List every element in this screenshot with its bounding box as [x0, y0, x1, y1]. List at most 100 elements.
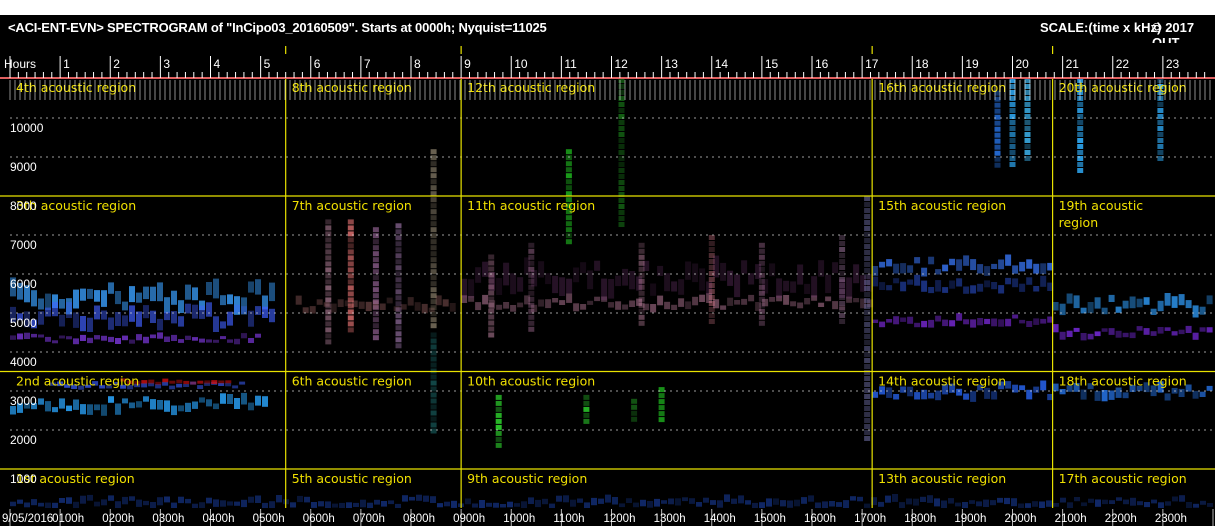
column-cell	[347, 237, 354, 243]
band-cell	[108, 396, 114, 403]
column-cell	[864, 214, 871, 219]
column-cell	[430, 191, 437, 197]
column-cell	[583, 394, 590, 400]
band-cell	[1129, 384, 1136, 392]
band-cell	[213, 403, 219, 410]
band-cell	[255, 306, 261, 315]
column-cell	[864, 274, 871, 279]
column-cell	[864, 376, 871, 381]
column-cell	[1157, 126, 1164, 131]
band-cell	[1206, 385, 1213, 391]
band-cell	[1164, 327, 1171, 331]
region-label: 19th acoustic region	[1059, 198, 1144, 230]
spectral-band	[872, 254, 1054, 277]
column-cell	[618, 222, 625, 227]
band-cell	[234, 296, 240, 315]
column-cell	[864, 334, 871, 339]
band-cell	[864, 503, 870, 508]
band-cell	[122, 496, 128, 505]
band-cell	[73, 289, 79, 309]
column-cell	[864, 352, 871, 357]
time-axis-background	[0, 508, 1215, 526]
region-label-line: 9th acoustic region	[467, 471, 587, 486]
band-cell	[906, 498, 912, 505]
event-column	[347, 219, 354, 333]
band-cell	[640, 499, 646, 507]
band-cell	[386, 297, 393, 304]
band-cell	[360, 499, 366, 508]
band-cell	[1047, 262, 1054, 271]
band-cell	[892, 494, 898, 502]
band-cell	[325, 501, 331, 510]
band-cell	[1040, 318, 1047, 324]
event-column	[994, 90, 1001, 168]
band-cell	[860, 275, 867, 292]
band-cell	[524, 295, 531, 305]
event-column	[618, 78, 625, 227]
band-cell	[1026, 259, 1033, 269]
band-cell	[633, 502, 639, 508]
band-cell	[1186, 502, 1192, 511]
band-cell	[867, 274, 874, 292]
band-cell	[1052, 383, 1059, 392]
column-cell	[430, 428, 437, 434]
hour-tick-label: 15	[765, 57, 779, 71]
band-cell	[1080, 333, 1087, 341]
band-cell	[970, 259, 977, 271]
column-cell	[395, 301, 402, 307]
band-cell	[1059, 303, 1066, 316]
band-cell	[921, 389, 928, 400]
column-cell	[395, 235, 402, 241]
band-cell	[769, 263, 776, 277]
event-column	[708, 235, 715, 324]
column-cell	[1009, 96, 1016, 101]
band-cell	[45, 293, 51, 310]
band-cell	[872, 319, 879, 323]
band-cell	[650, 304, 657, 313]
column-cell	[758, 266, 765, 272]
band-cell	[101, 404, 107, 416]
band-cell	[1199, 327, 1206, 332]
band-cell	[991, 391, 998, 400]
column-cell	[372, 311, 379, 317]
band-cell	[192, 337, 198, 341]
column-cell	[372, 299, 379, 305]
column-cell	[994, 162, 1001, 168]
column-cell	[1157, 156, 1164, 161]
band-cell	[1032, 501, 1038, 507]
band-cell	[73, 312, 79, 328]
spectral-band	[872, 380, 1054, 402]
spectral-band	[295, 295, 456, 314]
band-cell	[31, 290, 37, 307]
band-cell	[87, 317, 93, 332]
band-cell	[461, 295, 468, 303]
band-cell	[879, 261, 886, 268]
column-cell	[1024, 138, 1031, 143]
band-cell	[423, 495, 429, 502]
column-cell	[488, 278, 495, 284]
column-cell	[495, 430, 502, 436]
region-label: 8th acoustic region	[292, 80, 412, 95]
band-cell	[171, 311, 177, 324]
band-cell	[731, 498, 737, 504]
column-cell	[839, 235, 846, 240]
band-cell	[689, 498, 695, 504]
band-cell	[1011, 498, 1017, 507]
band-cell	[510, 305, 517, 312]
band-cell	[148, 382, 155, 387]
band-cell	[59, 335, 65, 339]
band-cell	[92, 381, 99, 386]
band-cell	[213, 339, 219, 343]
band-cell	[921, 267, 928, 277]
band-cell	[535, 499, 541, 508]
column-cell	[430, 380, 437, 386]
band-cell	[1207, 503, 1213, 507]
band-cell	[496, 278, 503, 295]
column-cell	[430, 281, 437, 287]
band-cell	[80, 316, 86, 332]
event-column	[638, 242, 645, 326]
time-tick-label: 1400h	[704, 513, 736, 525]
column-cell	[1009, 108, 1016, 113]
band-cell	[1102, 499, 1108, 505]
column-cell	[325, 243, 332, 249]
